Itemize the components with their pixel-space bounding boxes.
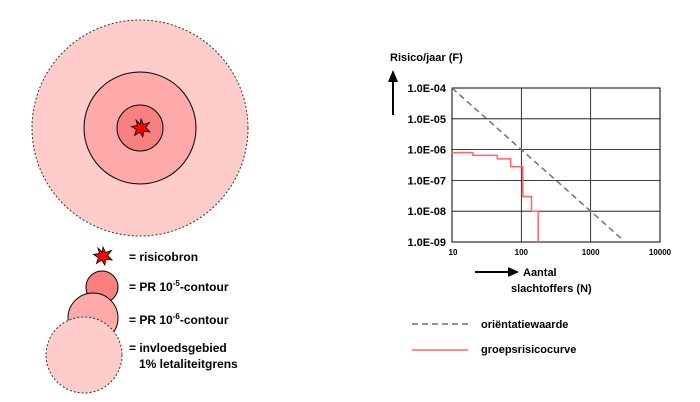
x-tick-label: 10: [449, 248, 458, 257]
x-axis-arrow-icon: [475, 267, 519, 277]
y-tick-label: 1.0E-08: [407, 206, 446, 218]
x-axis-title-2: slachtoffers (N): [511, 283, 592, 295]
x-tick-label: 100: [515, 248, 529, 257]
risk-curve-series: [452, 151, 539, 242]
x-axis-title-1: Aantal: [523, 267, 557, 279]
y-axis-title: Risico/jaar (F): [390, 52, 463, 64]
legend-influence-label-2: 1% letaliteitgrens: [139, 357, 238, 371]
plot-area: [451, 87, 661, 243]
risk-source-explosion-icon: [130, 117, 152, 139]
fn-chart: Risico/jaar (F) 1.0E-091.0E-081.0E-071.0…: [388, 52, 672, 356]
legend-source-label: = risicobron: [129, 250, 198, 264]
y-tick-label: 1.0E-05: [407, 114, 446, 126]
series-layer: [451, 87, 625, 242]
chart-legend: oriëntatiewaarde groepsrisicocurve: [412, 319, 576, 356]
y-tick-labels: 1.0E-09 1.0E-08 1.0E-07 1.0E-06 1.0E-05 1.0E-…: [407, 83, 446, 249]
legend-risk-curve-label: groepsrisicocurve: [481, 344, 576, 356]
x-tick-label: 1000: [582, 248, 600, 257]
legend-reference-label: oriëntatiewaarde: [481, 319, 568, 331]
legend-influence-swatch: [45, 316, 123, 394]
y-axis-arrow-icon: [388, 70, 398, 115]
x-tick-label: 10000: [649, 248, 672, 257]
legend: = risicobron = PR 10-5-contour = PR 10-6…: [45, 245, 238, 394]
y-tick-label: 1.0E-07: [407, 175, 446, 187]
y-tick-label: 1.0E-06: [407, 145, 446, 157]
legend-pr6-label: = PR 10-6-contour: [129, 312, 229, 327]
legend-influence-label-1: = invloedsgebied: [129, 341, 227, 355]
x-tick-labels: 10 100 1000 10000: [449, 248, 672, 257]
legend-pr5-label: = PR 10-5-contour: [129, 279, 229, 294]
risk-zone-map: [31, 19, 249, 237]
grid: [452, 88, 660, 242]
y-tick-label: 1.0E-09: [407, 237, 446, 249]
y-tick-label: 1.0E-04: [407, 83, 446, 95]
explosion-icon: [92, 245, 114, 267]
